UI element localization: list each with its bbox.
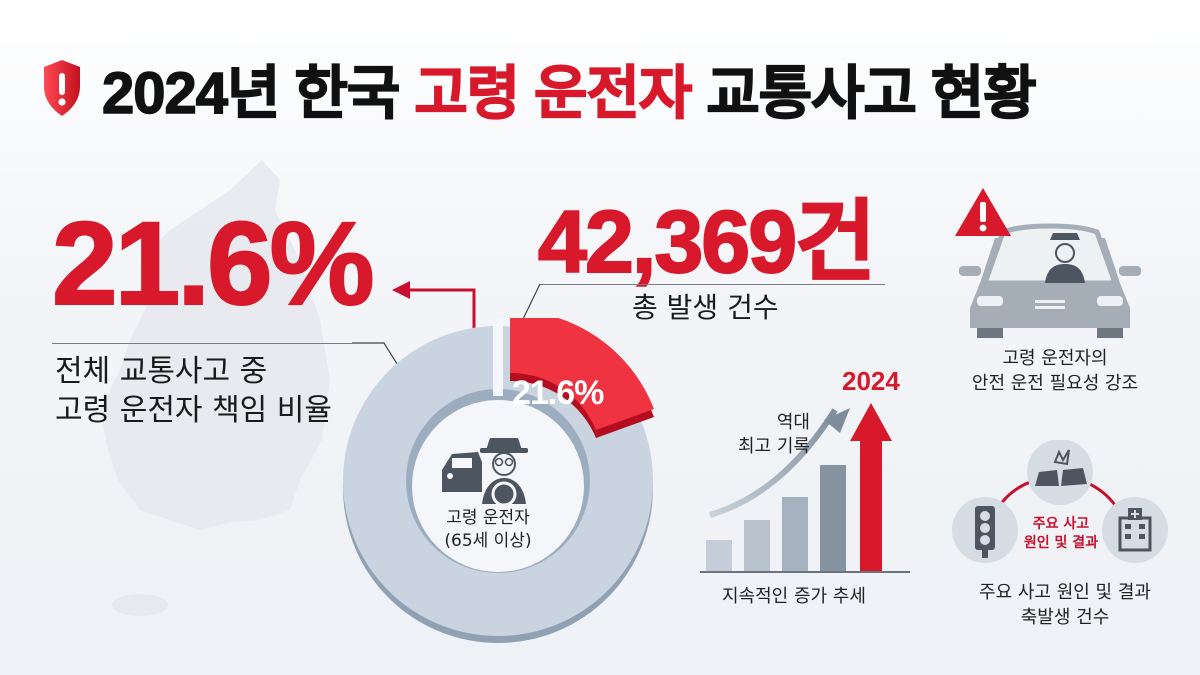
share-value: 21.6%	[51, 198, 376, 330]
causes-diagram	[952, 440, 1168, 563]
trend-year-label: 2024	[842, 366, 900, 396]
safety-caption: 고령 운전자의 안전 운전 필요성 강조	[971, 348, 1139, 395]
count-value: 42,369건	[537, 192, 877, 291]
count-divider	[540, 284, 885, 285]
donut-slice-label: 21.6%	[512, 374, 604, 412]
traffic-light-icon	[975, 506, 995, 558]
shield-exclamation-icon	[44, 60, 80, 116]
elderly-driver-car-icon	[442, 438, 528, 504]
share-description: 전체 교통사고 중 고령 운전자 책임 비율	[55, 354, 333, 428]
title-highlight: 고령 운전자	[414, 60, 693, 127]
share-divider	[52, 343, 352, 344]
korea-map-background	[100, 160, 330, 616]
count-label: 총 발생 건수	[632, 291, 779, 324]
warning-elderly-driver-car-icon	[955, 188, 1141, 338]
page-header: 2024년 한국 고령 운전자 교통사고 현황	[40, 48, 1037, 128]
car-crash-icon	[1035, 449, 1087, 486]
causes-center-label: 주요 사고 원인 및 결과	[1023, 516, 1099, 551]
causes-caption: 주요 사고 원인 및 결과 축발생 건수	[979, 582, 1151, 629]
donut-center-label: 고령 운전자 (65세 이상)	[444, 508, 532, 551]
trend-note: 역대 최고 기록	[738, 412, 810, 458]
page-title: 2024년 한국 고령 운전자 교통사고 현황	[101, 60, 1037, 127]
trend-caption: 지속적인 증가 추세	[722, 586, 866, 607]
trend-bar-chart	[700, 403, 910, 573]
hospital-icon	[1118, 508, 1152, 552]
